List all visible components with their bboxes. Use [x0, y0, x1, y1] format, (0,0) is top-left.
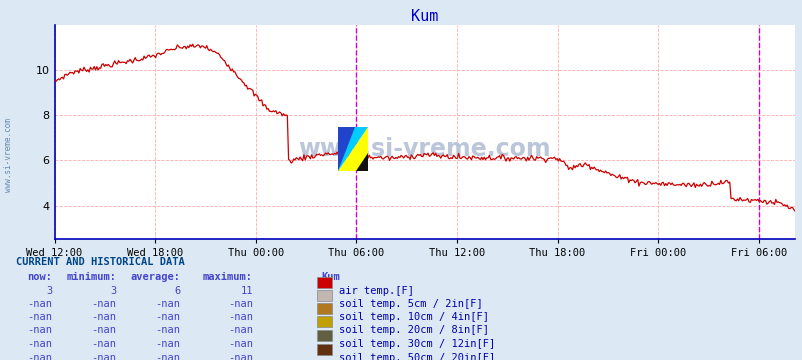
Polygon shape: [338, 127, 368, 171]
Polygon shape: [356, 153, 368, 171]
Text: www.si-vreme.com: www.si-vreme.com: [298, 138, 550, 161]
Text: -nan: -nan: [156, 299, 180, 309]
Text: -nan: -nan: [228, 339, 253, 349]
Text: 6: 6: [174, 286, 180, 296]
Text: CURRENT AND HISTORICAL DATA: CURRENT AND HISTORICAL DATA: [16, 257, 184, 267]
Text: -nan: -nan: [91, 312, 116, 322]
Polygon shape: [338, 127, 354, 171]
Text: -nan: -nan: [27, 325, 52, 336]
Title: Kum: Kum: [411, 9, 438, 24]
Text: -nan: -nan: [156, 339, 180, 349]
Text: average:: average:: [131, 272, 180, 282]
Text: -nan: -nan: [27, 299, 52, 309]
Text: -nan: -nan: [156, 325, 180, 336]
Text: soil temp. 50cm / 20in[F]: soil temp. 50cm / 20in[F]: [338, 353, 495, 360]
Text: -nan: -nan: [27, 312, 52, 322]
Text: soil temp. 20cm / 8in[F]: soil temp. 20cm / 8in[F]: [338, 325, 488, 336]
Text: -nan: -nan: [228, 325, 253, 336]
Text: now:: now:: [27, 272, 52, 282]
Text: 3: 3: [46, 286, 52, 296]
Text: soil temp. 10cm / 4in[F]: soil temp. 10cm / 4in[F]: [338, 312, 488, 322]
Text: air temp.[F]: air temp.[F]: [338, 286, 413, 296]
Text: minimum:: minimum:: [67, 272, 116, 282]
Text: -nan: -nan: [228, 312, 253, 322]
Text: soil temp. 30cm / 12in[F]: soil temp. 30cm / 12in[F]: [338, 339, 495, 349]
Text: -nan: -nan: [228, 353, 253, 360]
Text: soil temp. 5cm / 2in[F]: soil temp. 5cm / 2in[F]: [338, 299, 482, 309]
Text: -nan: -nan: [91, 299, 116, 309]
Text: -nan: -nan: [228, 299, 253, 309]
Text: -nan: -nan: [91, 353, 116, 360]
Text: Kum: Kum: [321, 272, 339, 282]
Polygon shape: [338, 127, 368, 171]
Text: -nan: -nan: [27, 353, 52, 360]
Text: -nan: -nan: [156, 353, 180, 360]
Text: -nan: -nan: [156, 312, 180, 322]
Text: maximum:: maximum:: [203, 272, 253, 282]
Text: -nan: -nan: [91, 339, 116, 349]
Text: 11: 11: [240, 286, 253, 296]
Text: -nan: -nan: [91, 325, 116, 336]
Text: -nan: -nan: [27, 339, 52, 349]
Text: 3: 3: [110, 286, 116, 296]
Text: www.si-vreme.com: www.si-vreme.com: [3, 118, 13, 192]
